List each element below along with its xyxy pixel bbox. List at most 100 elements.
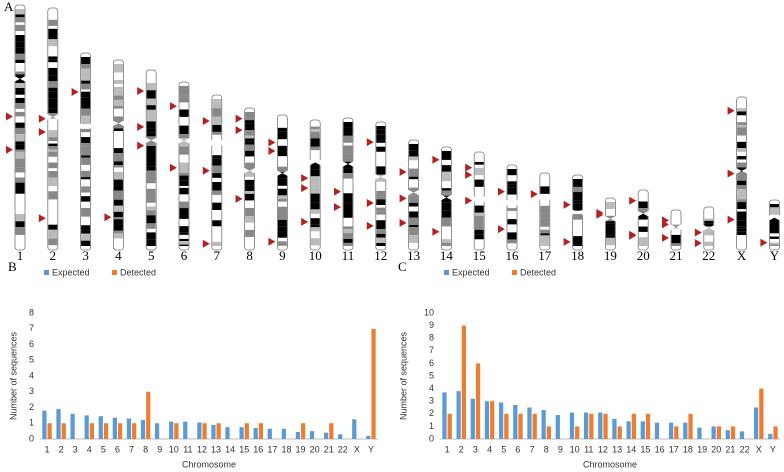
chromosome xyxy=(399,139,420,251)
centromere xyxy=(637,210,650,217)
bar xyxy=(470,398,475,439)
band xyxy=(48,238,58,246)
band xyxy=(81,137,91,144)
band xyxy=(769,204,779,208)
marker xyxy=(6,112,13,121)
marker xyxy=(694,239,702,248)
chromosome-label: 15 xyxy=(473,248,486,263)
x-tick-label: 14 xyxy=(626,444,636,454)
band xyxy=(245,112,255,118)
y-axis-title: Number of sequences xyxy=(8,331,18,420)
y-tick-label: 3 xyxy=(29,386,34,396)
chromosome xyxy=(760,199,781,251)
marker xyxy=(71,87,79,96)
band xyxy=(409,202,419,207)
band xyxy=(343,233,353,239)
band xyxy=(113,211,123,218)
band xyxy=(343,204,353,213)
band xyxy=(212,101,222,109)
marker xyxy=(399,218,407,227)
x-tick-label: 9 xyxy=(558,444,563,454)
marker xyxy=(137,141,145,150)
centromere xyxy=(768,214,781,221)
bar xyxy=(541,410,546,439)
band xyxy=(310,126,320,130)
band xyxy=(146,105,156,110)
y-axis-title: Number of sequences xyxy=(398,331,408,420)
band xyxy=(540,229,550,234)
band xyxy=(146,195,156,203)
x-tick-label: 11 xyxy=(183,444,192,454)
band xyxy=(409,211,419,218)
band xyxy=(376,220,386,229)
legend-swatch xyxy=(444,270,449,275)
x-tick-label: X xyxy=(354,444,360,454)
marker xyxy=(563,237,571,246)
band xyxy=(81,170,91,174)
marker xyxy=(629,196,637,205)
chromosome-label: 7 xyxy=(214,248,221,263)
bar xyxy=(754,407,759,439)
band xyxy=(146,162,156,167)
band xyxy=(245,190,255,194)
band xyxy=(81,83,91,90)
band xyxy=(179,175,189,181)
marker xyxy=(760,238,768,247)
band xyxy=(441,173,451,182)
bar xyxy=(126,418,132,439)
band xyxy=(81,173,91,178)
bar xyxy=(527,407,532,439)
x-tick-label: 6 xyxy=(115,444,120,454)
x-tick-label: 5 xyxy=(501,444,506,454)
chromosome xyxy=(596,197,617,251)
band xyxy=(212,165,222,174)
band xyxy=(245,150,255,157)
band xyxy=(15,111,25,117)
band xyxy=(310,146,320,151)
x-tick-label: 18 xyxy=(281,444,291,454)
band xyxy=(15,127,25,135)
band xyxy=(81,108,91,116)
bar xyxy=(103,423,109,439)
band xyxy=(179,238,189,241)
band xyxy=(409,150,419,157)
bar xyxy=(169,421,174,439)
band xyxy=(48,177,58,187)
band xyxy=(277,178,287,186)
marker xyxy=(727,215,735,224)
band xyxy=(15,71,25,75)
x-tick-label: X xyxy=(756,444,762,454)
band xyxy=(409,144,419,151)
band xyxy=(737,220,747,227)
band xyxy=(277,188,287,196)
band xyxy=(81,143,91,147)
marker xyxy=(498,187,505,196)
band xyxy=(737,156,747,160)
band xyxy=(48,85,58,88)
band xyxy=(409,224,419,228)
chromosome xyxy=(71,52,92,251)
marker xyxy=(366,199,374,208)
marker xyxy=(301,174,309,183)
band xyxy=(48,224,58,230)
chromosome-label: 21 xyxy=(670,248,683,263)
band xyxy=(113,217,123,220)
centromere xyxy=(670,224,682,231)
band xyxy=(343,242,353,246)
band xyxy=(146,121,156,129)
band xyxy=(113,86,123,96)
band xyxy=(48,19,58,26)
band xyxy=(441,202,451,211)
centromere xyxy=(243,167,256,174)
band xyxy=(245,130,255,136)
band xyxy=(376,166,386,175)
band xyxy=(671,224,681,229)
band xyxy=(573,203,583,207)
x-tick-label: 16 xyxy=(655,444,665,454)
band xyxy=(48,137,58,142)
band xyxy=(179,208,189,216)
band xyxy=(146,166,156,171)
bar xyxy=(117,423,123,439)
band xyxy=(441,193,451,196)
bar xyxy=(697,427,702,439)
